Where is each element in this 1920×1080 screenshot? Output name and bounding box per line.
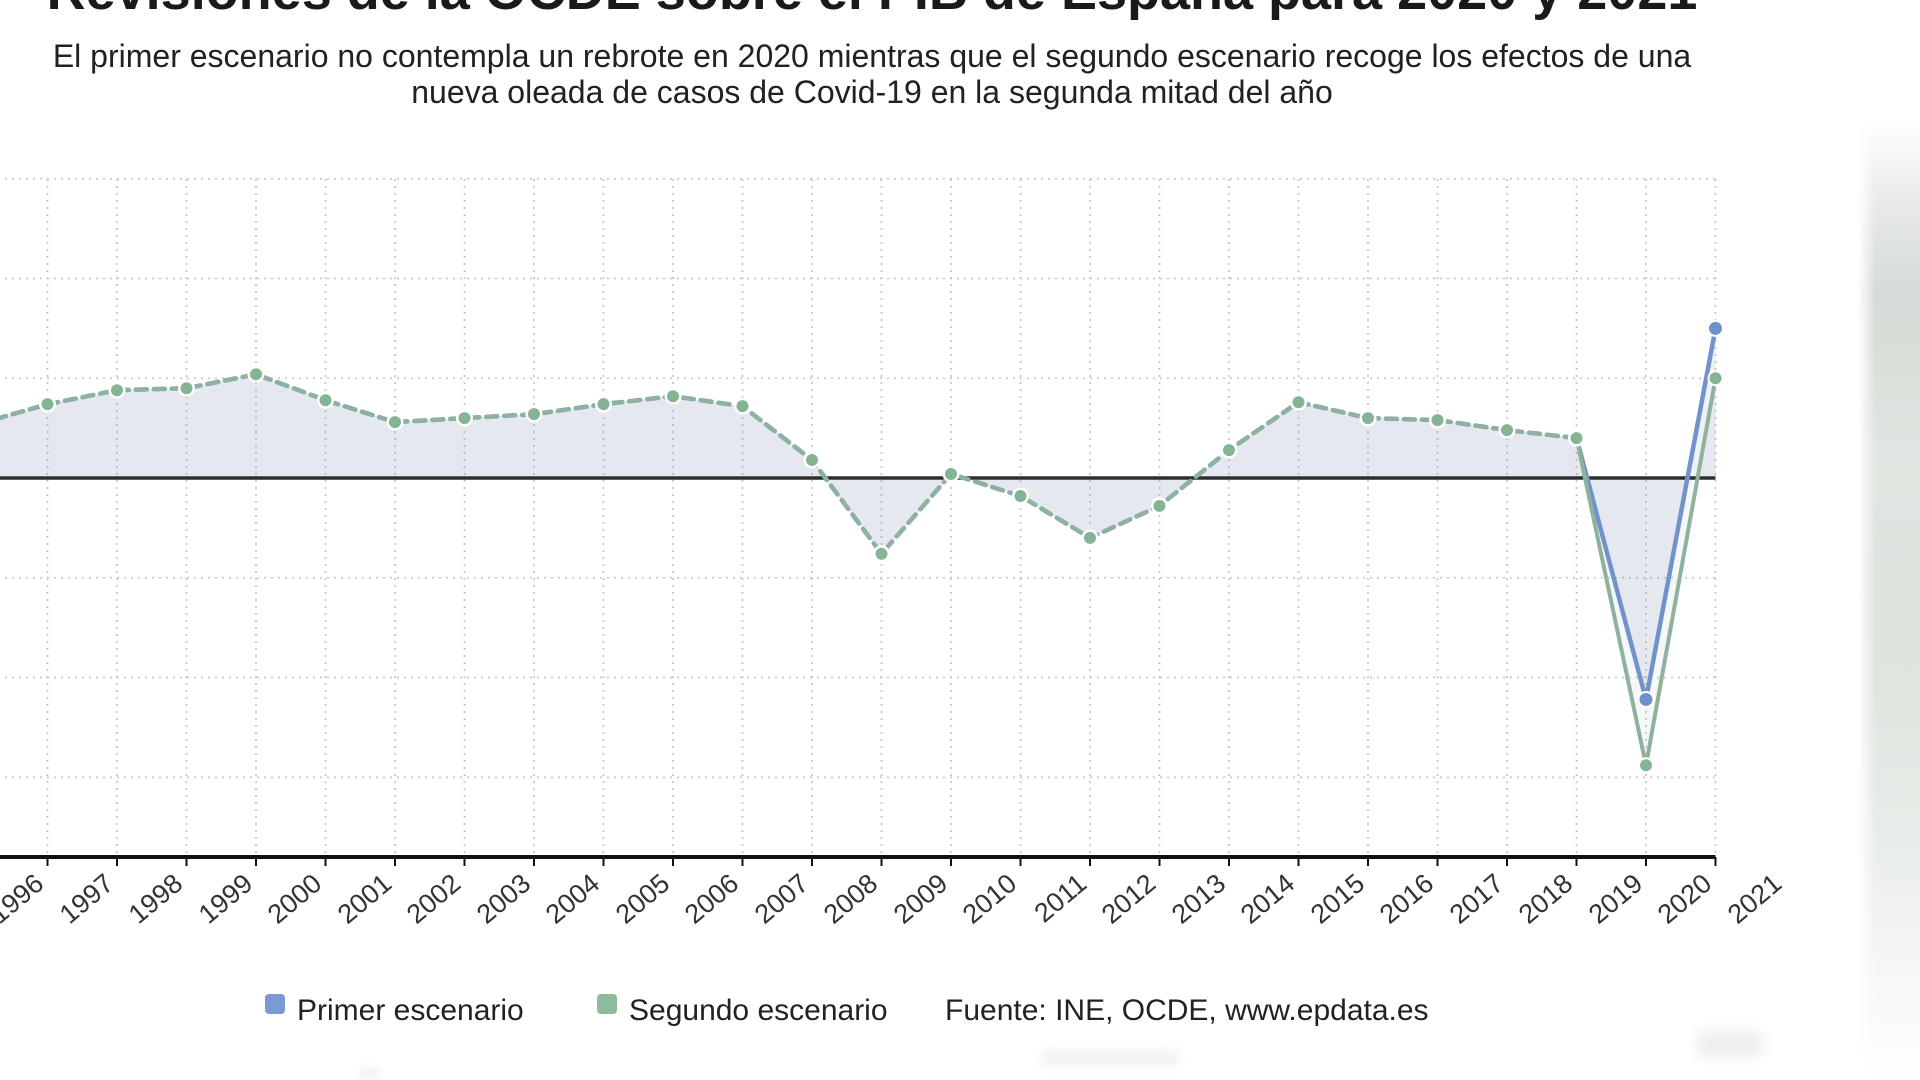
legend-swatch-primer-escenario xyxy=(265,994,285,1014)
segundo-escenario-point-2010 xyxy=(943,466,959,483)
segundo-escenario-point-2001 xyxy=(317,392,334,409)
segundo-escenario-point-1997 xyxy=(39,396,56,413)
segundo-escenario-area xyxy=(0,374,1716,766)
x-axis-ticks xyxy=(46,857,1717,866)
segundo-escenario-point-2021 xyxy=(1707,370,1724,387)
artifact-smudge xyxy=(1040,1050,1180,1066)
segundo-escenario-point-2005 xyxy=(595,396,612,413)
artifact-smudge xyxy=(1697,1031,1763,1057)
segundo-escenario-point-2011 xyxy=(1012,487,1029,504)
segundo-escenario-point-1999 xyxy=(178,380,195,397)
segundo-escenario-point-2000 xyxy=(248,366,264,383)
segundo-escenario-point-2014 xyxy=(1221,442,1237,459)
primer-escenario-point-2021 xyxy=(1707,319,1724,337)
segundo-escenario-point-1998 xyxy=(109,382,125,399)
segundo-escenario-point-2007 xyxy=(734,398,751,415)
segundo-escenario-point-2006 xyxy=(665,388,681,405)
segundo-escenario-point-2012 xyxy=(1082,529,1098,546)
chart-subtitle-line2: nueva oleada de casos de Covid-19 en la … xyxy=(411,74,1333,110)
segundo-escenario-point-2002 xyxy=(387,414,403,431)
primer-escenario-area xyxy=(0,328,1716,700)
segundo-escenario-point-2013 xyxy=(1151,497,1168,514)
chart-title: Revisiones de la OCDE sobre el PIB de Es… xyxy=(0,0,1832,18)
segundo-escenario-point-2018 xyxy=(1499,422,1515,439)
segundo-escenario-point-2015 xyxy=(1290,394,1307,411)
segundo-escenario-point-2004 xyxy=(526,406,542,423)
vertical-gridlines xyxy=(46,179,1717,857)
segundo-escenario-point-2003 xyxy=(456,410,473,427)
primer-escenario-point-2020 xyxy=(1637,690,1655,708)
segundo-escenario-point-2020 xyxy=(1638,757,1654,774)
artifact-smudge xyxy=(358,1068,380,1078)
source-attribution: Fuente: INE, OCDE, www.epdata.es xyxy=(945,994,1429,1027)
segundo-escenario-point-2008 xyxy=(804,452,820,469)
segundo-escenario-point-2019 xyxy=(1568,430,1585,447)
legend-swatch-segundo-escenario xyxy=(597,994,617,1014)
segundo-escenario-point-2017 xyxy=(1429,412,1446,429)
legend-label-segundo-escenario: Segundo escenario xyxy=(629,994,888,1027)
chart-subtitle: El primer escenario no contempla un rebr… xyxy=(0,38,1832,110)
legend-label-primer-escenario: Primer escenario xyxy=(297,994,524,1027)
segundo-escenario-line-history xyxy=(0,372,1579,556)
segundo-escenario-point-2009 xyxy=(873,545,890,562)
segundo-escenario-markers xyxy=(39,366,1724,774)
video-edge-gradient-fade xyxy=(1858,0,1876,1080)
chart-subtitle-line1: El primer escenario no contempla un rebr… xyxy=(52,38,1692,74)
segundo-escenario-point-2016 xyxy=(1360,410,1376,427)
